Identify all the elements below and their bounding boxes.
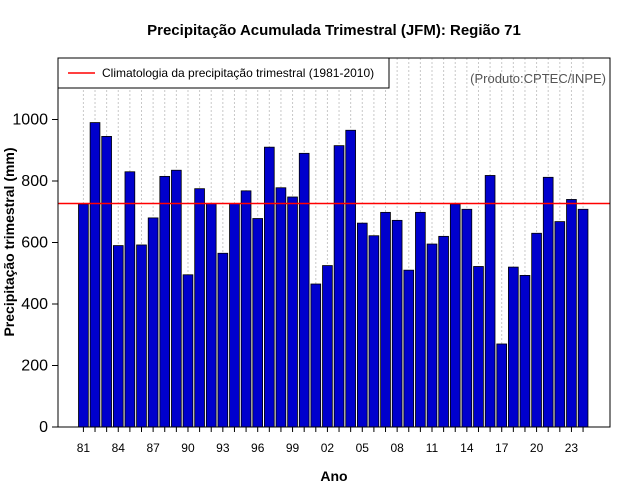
bar-17 <box>496 343 508 428</box>
bar-87 <box>147 217 159 428</box>
bar-02 <box>322 265 333 428</box>
xtick-label-20: 20 <box>530 441 544 455</box>
bar-19 <box>519 275 531 428</box>
bar-88 <box>159 175 171 428</box>
bar-21 <box>542 176 554 428</box>
bar-95 <box>240 190 252 428</box>
xtick-label-90: 90 <box>181 441 195 455</box>
chart-title: Precipitação Acumulada Trimestral (JFM):… <box>147 22 521 39</box>
bar-24 <box>577 208 589 428</box>
ytick-label-800: 800 <box>21 173 48 190</box>
xtick-label-81: 81 <box>77 441 91 455</box>
bar-07 <box>380 211 391 428</box>
legend-box <box>57 57 390 89</box>
ytick-label-200: 200 <box>21 358 48 375</box>
bar-89 <box>171 169 182 428</box>
legend: Climatologia da precipitação trimestral … <box>57 57 390 89</box>
bar-11 <box>426 243 438 428</box>
bar-01 <box>310 283 322 428</box>
xtick-label-23: 23 <box>565 441 579 455</box>
xtick-label-14: 14 <box>460 441 474 455</box>
ytick-label-600: 600 <box>21 235 48 252</box>
xtick-label-17: 17 <box>495 441 509 455</box>
bar-94 <box>229 203 240 428</box>
xtick-label-87: 87 <box>146 441 160 455</box>
source-credit: (Produto:CPTEC/INPE) <box>470 71 606 86</box>
bar-84 <box>112 245 124 428</box>
bar-06 <box>368 235 380 428</box>
xtick-label-93: 93 <box>216 441 230 455</box>
bar-09 <box>403 269 415 428</box>
x-axis: 81 84 87 90 93 96 99 02 05 08 11 14 17 20 23 <box>77 427 584 455</box>
x-axis-label: Ano <box>320 468 347 484</box>
bar-82 <box>89 122 101 428</box>
bar-97 <box>264 146 275 428</box>
bar-91 <box>194 188 205 428</box>
xtick-label-02: 02 <box>321 441 335 455</box>
plot-area <box>57 57 611 428</box>
bars <box>78 122 589 428</box>
bar-05 <box>356 222 368 428</box>
bar-22 <box>554 221 566 428</box>
bar-98 <box>275 187 287 428</box>
bar-16 <box>484 175 496 428</box>
xtick-label-96: 96 <box>251 441 265 455</box>
bar-18 <box>508 266 519 428</box>
legend-label: Climatologia da precipitação trimestral … <box>102 66 374 80</box>
bar-00 <box>298 152 310 428</box>
y-axis-label: Precipitação trimestral (mm) <box>1 147 17 336</box>
bar-13 <box>449 203 461 428</box>
bar-23 <box>566 199 577 428</box>
xtick-label-08: 08 <box>390 441 404 455</box>
bar-85 <box>124 171 136 428</box>
bar-92 <box>205 203 217 428</box>
xtick-label-11: 11 <box>426 441 439 455</box>
bar-12 <box>438 235 449 428</box>
xtick-label-05: 05 <box>356 441 370 455</box>
bar-86 <box>136 244 147 428</box>
bar-14 <box>461 208 473 428</box>
xtick-label-84: 84 <box>112 441 126 455</box>
ytick-label-0: 0 <box>39 419 48 436</box>
bar-10 <box>415 211 426 428</box>
y-axis: 0 200 400 600 800 1000 <box>12 112 58 436</box>
bar-20 <box>531 232 542 428</box>
bar-93 <box>217 252 229 428</box>
bar-99 <box>287 196 298 428</box>
ytick-label-1000: 1000 <box>12 112 48 129</box>
bar-83 <box>101 136 112 428</box>
xtick-label-99: 99 <box>286 441 300 455</box>
ytick-label-400: 400 <box>21 296 48 313</box>
bar-81 <box>78 203 89 428</box>
bar-15 <box>473 266 484 428</box>
bar-90 <box>182 274 194 428</box>
bar-03 <box>333 145 345 428</box>
bar-96 <box>252 218 264 428</box>
bar-08 <box>391 219 403 428</box>
bar-04 <box>345 129 356 428</box>
